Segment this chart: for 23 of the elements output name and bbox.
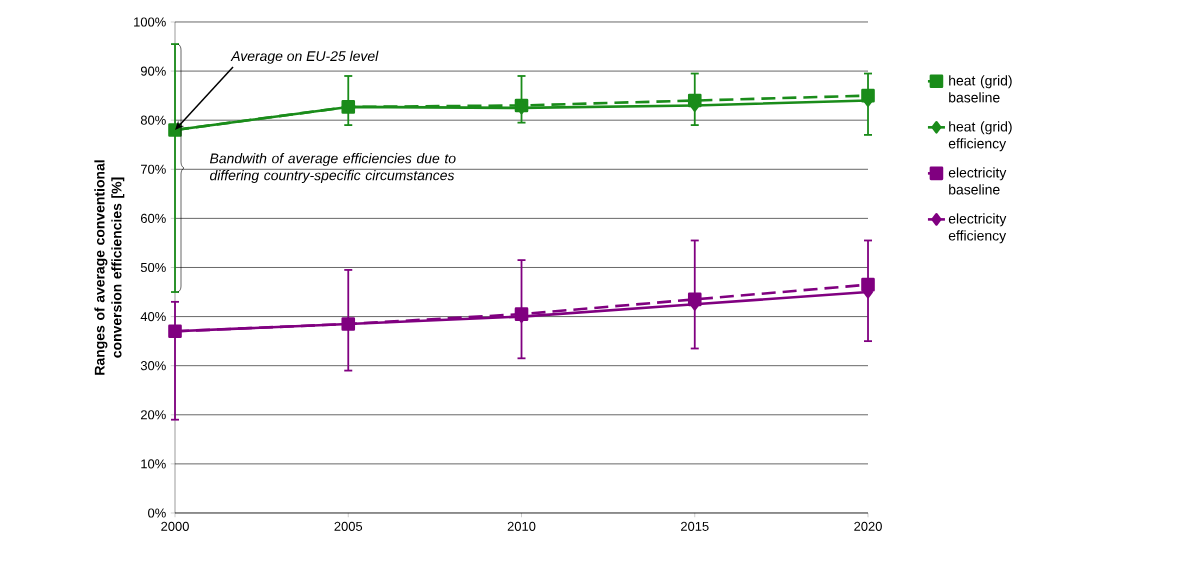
- y-tick-label: 70%: [141, 164, 166, 174]
- annotation: Average on EU-25 level: [230, 50, 379, 64]
- y-axis-title: Ranges of average conventional conversion efficiencies [%]: [94, 160, 125, 375]
- x-tick-label: 2000: [161, 521, 189, 531]
- legend-label: heat (grid) baseline: [949, 75, 1012, 103]
- legend-label: electricity efficiency: [948, 213, 1007, 244]
- y-tick-label: 80%: [140, 115, 166, 125]
- legend-label: heat (grid) efficiency: [948, 121, 1012, 152]
- y-tick-label: 0%: [148, 508, 166, 518]
- y-tick-label: 30%: [140, 361, 166, 371]
- x-tick-label: 2020: [854, 521, 882, 531]
- y-tick-label: 90%: [140, 66, 166, 76]
- y-tick-label: 60%: [140, 213, 166, 223]
- x-tick-label: 2015: [681, 521, 709, 531]
- legend-label: electricity baseline: [948, 167, 1007, 195]
- x-tick-label: 2005: [334, 521, 363, 531]
- y-tick-label: 40%: [140, 312, 166, 322]
- y-tick-label: 10%: [141, 459, 166, 469]
- y-tick-label: 100%: [134, 17, 166, 27]
- y-tick-label: 50%: [140, 262, 166, 273]
- x-tick-label: 2010: [507, 521, 536, 531]
- y-tick-label: 20%: [140, 410, 166, 420]
- annotation: Bandwith of average efficiencies due to differing country-specific circumstances: [209, 153, 456, 184]
